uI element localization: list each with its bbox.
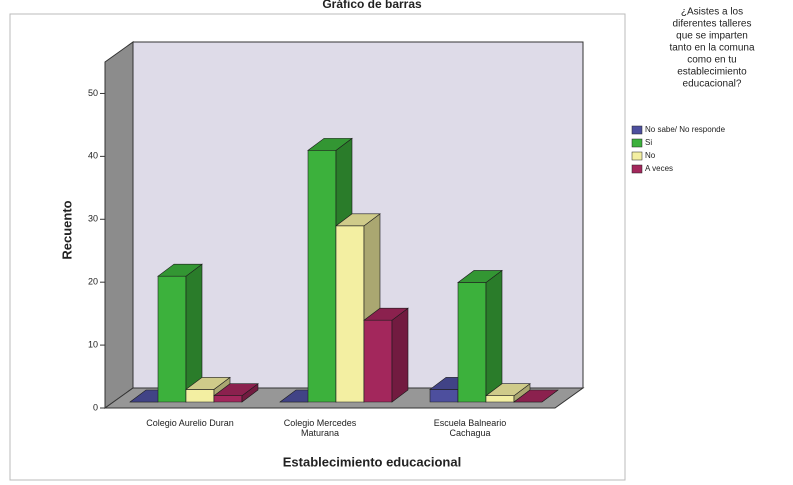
- y-tick-label: 50: [88, 88, 98, 98]
- legend-title: tanto en la comuna: [669, 43, 754, 54]
- bar-front: [485, 395, 515, 403]
- legend-swatch: [631, 125, 643, 135]
- bar-front: [457, 282, 487, 403]
- legend-label: A veces: [645, 164, 673, 173]
- bar: [157, 263, 203, 403]
- side-wall: [104, 41, 134, 409]
- y-tick-label: 30: [88, 214, 98, 224]
- bar: [363, 307, 409, 403]
- y-tick-label: 0: [93, 402, 98, 412]
- bar: [457, 269, 503, 403]
- legend-title: educacional?: [683, 79, 742, 90]
- bar-side: [485, 269, 503, 403]
- bar-side: [391, 307, 409, 403]
- bar-front: [307, 150, 337, 403]
- bar-top: [485, 383, 531, 397]
- y-tick-label: 40: [88, 151, 98, 161]
- bar-top: [457, 270, 503, 283]
- legend-label: No: [645, 151, 656, 160]
- legend-swatch: [631, 138, 643, 148]
- legend-swatch: [631, 151, 643, 161]
- legend-swatch: [631, 164, 643, 174]
- legend-title: diferentes talleres: [673, 19, 752, 30]
- x-tick-label: Colegio Aurelio Duran: [146, 418, 234, 428]
- x-tick-label: Escuela Balneario Cachagua: [433, 418, 507, 438]
- y-tick-label: 10: [88, 339, 98, 349]
- bar-top: [185, 377, 231, 390]
- bar: [513, 389, 559, 403]
- legend-title: ¿Asistes a los: [681, 7, 743, 18]
- legend-label: Si: [645, 138, 652, 147]
- legend-title: establecimiento: [677, 67, 747, 78]
- chart-title: Gráfico de barras: [322, 0, 422, 11]
- bar-top: [307, 138, 353, 151]
- x-axis-label: Establecimiento educacional: [283, 454, 461, 469]
- chart-frame: [9, 13, 626, 481]
- bar-front: [335, 225, 365, 403]
- x-tick-label: Colegio Mercedes Maturana: [283, 418, 357, 438]
- y-axis-label: Recuento: [59, 200, 74, 259]
- legend-title: como en tu: [687, 55, 736, 66]
- y-tick-label: 20: [88, 277, 98, 287]
- bar-front: [363, 319, 393, 403]
- bar-top: [513, 389, 559, 403]
- bar: [213, 383, 259, 403]
- legend-title: que se imparten: [676, 31, 748, 42]
- bar: [485, 383, 531, 403]
- legend-label: No sabe/ No responde: [645, 125, 726, 134]
- bar-top: [213, 383, 259, 397]
- bar-top: [363, 307, 409, 321]
- bar-front: [157, 275, 187, 403]
- bar-top: [335, 213, 381, 227]
- bar-front: [185, 389, 215, 403]
- bar-top: [157, 263, 203, 277]
- bar-front: [213, 395, 243, 403]
- bar-front: [429, 389, 459, 403]
